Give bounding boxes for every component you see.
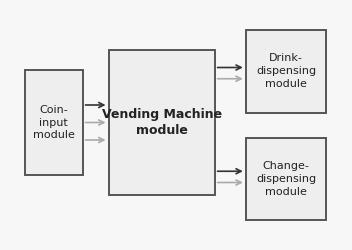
FancyBboxPatch shape [109, 50, 215, 195]
Text: Drink-
dispensing
module: Drink- dispensing module [256, 54, 316, 89]
FancyBboxPatch shape [246, 138, 326, 220]
Text: Vending Machine
module: Vending Machine module [102, 108, 222, 137]
Text: Change-
dispensing
module: Change- dispensing module [256, 161, 316, 196]
FancyBboxPatch shape [25, 70, 83, 175]
FancyBboxPatch shape [246, 30, 326, 112]
Text: Coin-
input
module: Coin- input module [33, 105, 75, 140]
